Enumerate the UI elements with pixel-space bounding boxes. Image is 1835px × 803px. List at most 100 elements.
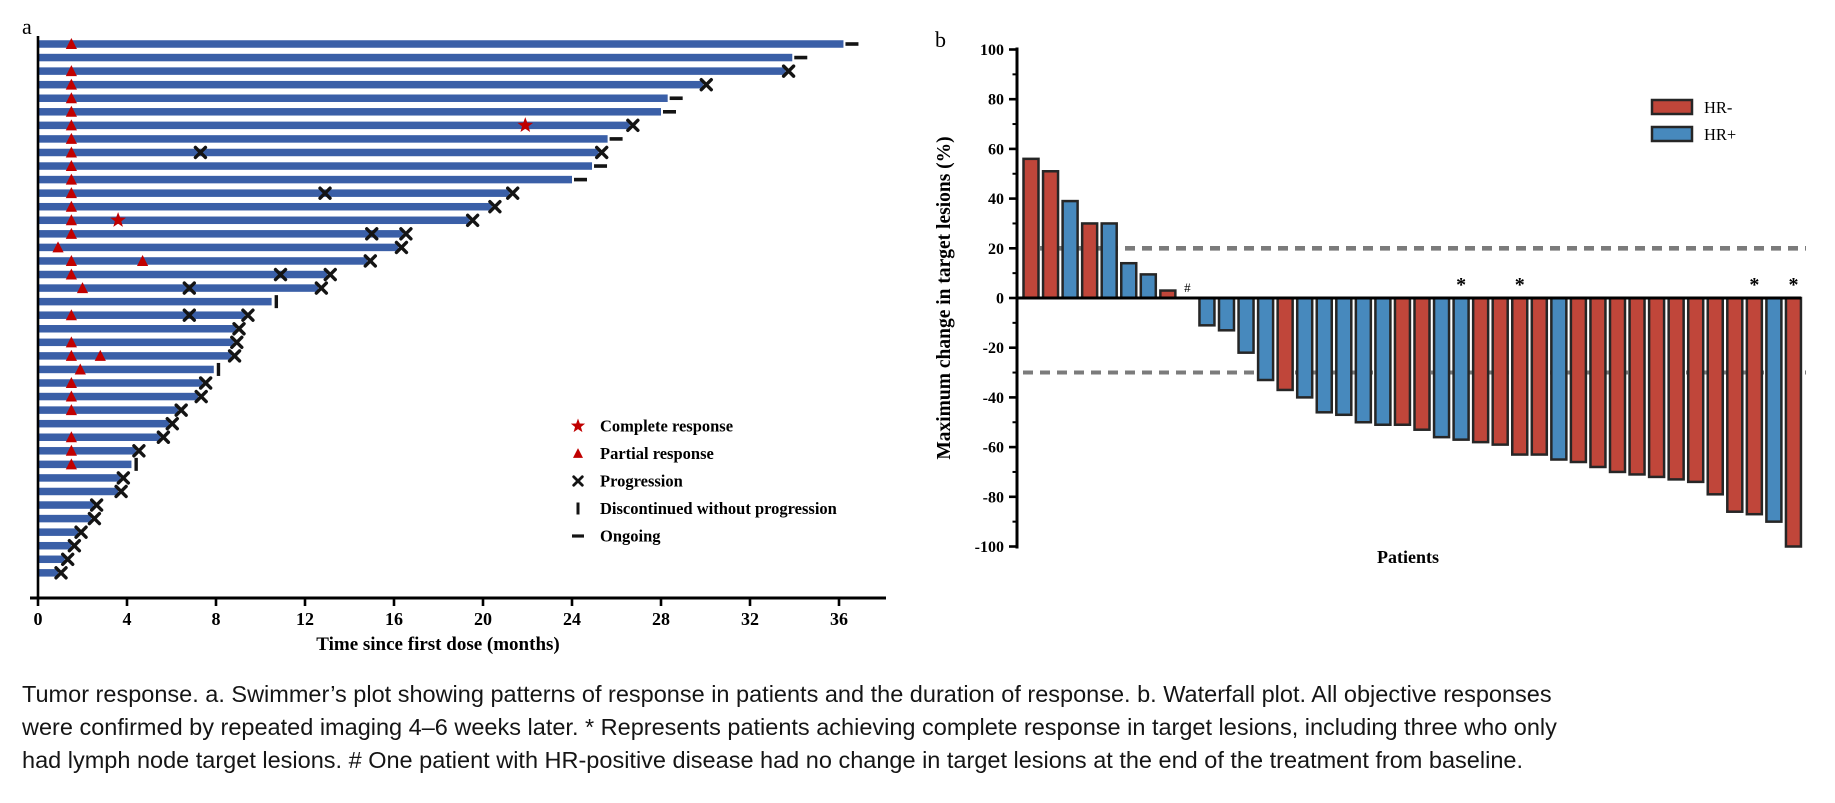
progression-x-icon xyxy=(89,498,104,512)
waterfall-bar xyxy=(1530,296,1549,456)
progression-x-icon xyxy=(506,186,520,200)
swimmer-bar xyxy=(38,487,119,496)
swimmer-bar xyxy=(38,569,59,577)
waterfall-plot: 100 80 60 40 20 0 -20 -40 -60 -80 -100 # * * * * HR- HR+ xyxy=(975,42,1806,556)
progression-x-icon xyxy=(116,471,131,485)
discontinued-bar-icon xyxy=(274,295,279,309)
swimmer-x-tick-label: 8 xyxy=(212,609,221,629)
progression-x-icon xyxy=(323,267,337,282)
waterfall-bar xyxy=(1276,296,1294,392)
partial-response-triangle-icon xyxy=(65,390,77,402)
progression-x-icon xyxy=(781,64,796,78)
partial-response-triangle-icon xyxy=(65,458,77,470)
panel-b-label: b xyxy=(935,27,946,52)
progression-x-icon xyxy=(488,200,502,214)
ongoing-dash-icon xyxy=(663,110,676,114)
waterfall-bar xyxy=(1471,296,1490,444)
swimmer-bar xyxy=(38,284,319,292)
waterfall-bar xyxy=(1335,296,1353,417)
waterfall-y-tick-label: -20 xyxy=(983,340,1004,357)
partial-response-triangle-icon xyxy=(65,404,77,416)
partial-response-triangle-icon xyxy=(65,132,77,144)
waterfall-y-tick-label: 20 xyxy=(988,241,1004,258)
waterfall-bar xyxy=(1295,296,1314,399)
waterfall-bar xyxy=(1432,296,1451,439)
legend-hr-positive-swatch xyxy=(1650,125,1694,143)
discontinued-bar-icon xyxy=(216,362,221,376)
waterfall-bar xyxy=(1608,296,1627,474)
progression-x-icon xyxy=(365,227,379,241)
swimmer-bar xyxy=(38,243,399,252)
waterfall-bar xyxy=(1491,296,1509,446)
swimmer-x-tick-label: 12 xyxy=(296,609,314,629)
legend-label: Ongoing xyxy=(600,527,661,546)
partial-response-triangle-icon xyxy=(52,241,64,253)
waterfall-bar xyxy=(1628,296,1646,476)
swimmer-bar xyxy=(38,175,572,184)
swimmer-bar xyxy=(38,311,245,319)
swimmer-bar xyxy=(38,514,92,523)
progression-x-icon xyxy=(156,430,171,444)
waterfall-bar xyxy=(1784,296,1803,548)
swimmer-x-tick-label: 36 xyxy=(830,609,848,629)
waterfall-bar xyxy=(1061,199,1079,300)
swimmer-bar xyxy=(38,53,793,62)
partial-response-triangle-icon xyxy=(65,377,77,388)
partial-response-triangle-icon xyxy=(74,363,86,375)
swimmer-bar xyxy=(38,460,132,469)
swimmer-bar xyxy=(38,419,170,428)
waterfall-bar xyxy=(1198,296,1216,327)
waterfall-y-tick-label: 80 xyxy=(988,92,1004,109)
swimmer-bar xyxy=(38,108,661,116)
swimmer-bar xyxy=(38,474,121,482)
waterfall-y-tick-label: -60 xyxy=(983,440,1004,457)
waterfall-bar xyxy=(1393,296,1412,426)
swimmer-x-tick-label: 16 xyxy=(385,609,403,629)
waterfall-bar xyxy=(1354,296,1373,424)
legend-complete-response-star-icon xyxy=(570,418,586,433)
progression-x-icon xyxy=(227,349,242,363)
progression-x-icon xyxy=(182,281,196,295)
legend-discontinued-bar-icon xyxy=(576,502,580,515)
waterfall-bar xyxy=(1080,222,1099,300)
swimmer-bar xyxy=(38,365,214,374)
swimmer-bar xyxy=(38,541,72,550)
swimmer-bar xyxy=(38,94,668,102)
progression-x-icon xyxy=(67,539,82,553)
waterfall-bar xyxy=(1041,170,1060,300)
swimmer-bar xyxy=(38,40,844,48)
progression-x-icon xyxy=(61,552,75,566)
partial-response-triangle-icon xyxy=(65,173,77,185)
discontinued-bar-icon xyxy=(134,457,138,471)
progression-x-icon xyxy=(595,145,609,160)
swimmer-bar xyxy=(38,121,630,130)
waterfall-y-tick-label: 40 xyxy=(988,191,1004,208)
partial-response-triangle-icon xyxy=(65,78,77,90)
progression-x-icon xyxy=(194,389,208,404)
swimmer-x-tick-label: 32 xyxy=(741,609,759,629)
waterfall-bar xyxy=(1315,296,1333,414)
progression-x-icon xyxy=(394,240,409,255)
progression-x-icon xyxy=(230,335,244,350)
waterfall-bar xyxy=(1413,296,1431,431)
waterfall-bar xyxy=(1139,273,1158,300)
progression-x-icon xyxy=(174,403,188,417)
swimmer-bar xyxy=(38,216,470,225)
partial-response-triangle-icon xyxy=(65,119,77,131)
swimmer-bar xyxy=(38,433,161,441)
legend-label: Discontinued without progression xyxy=(600,499,837,518)
swimmer-x-tick-label: 24 xyxy=(563,609,581,629)
partial-response-triangle-icon xyxy=(65,187,77,199)
progression-x-icon xyxy=(87,511,102,526)
progression-x-icon xyxy=(198,376,213,390)
legend-partial-response-triangle-icon xyxy=(573,448,583,458)
waterfall-bar xyxy=(1550,296,1568,461)
progression-x-icon xyxy=(314,281,329,295)
partial-response-triangle-icon xyxy=(65,38,77,49)
waterfall-y-tick-label: 0 xyxy=(996,291,1004,308)
ongoing-dash-icon xyxy=(574,177,587,182)
partial-response-triangle-icon xyxy=(65,105,77,117)
ongoing-dash-icon xyxy=(794,55,808,60)
progression-x-icon xyxy=(699,77,713,92)
